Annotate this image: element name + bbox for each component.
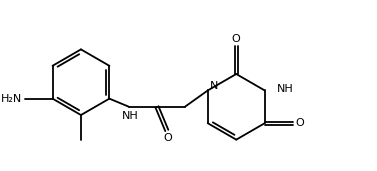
- Text: H₂N: H₂N: [1, 94, 22, 104]
- Text: NH: NH: [277, 84, 294, 94]
- Text: N: N: [210, 82, 218, 91]
- Text: O: O: [296, 118, 304, 128]
- Text: O: O: [164, 133, 173, 143]
- Text: NH: NH: [122, 111, 139, 121]
- Text: O: O: [232, 34, 241, 44]
